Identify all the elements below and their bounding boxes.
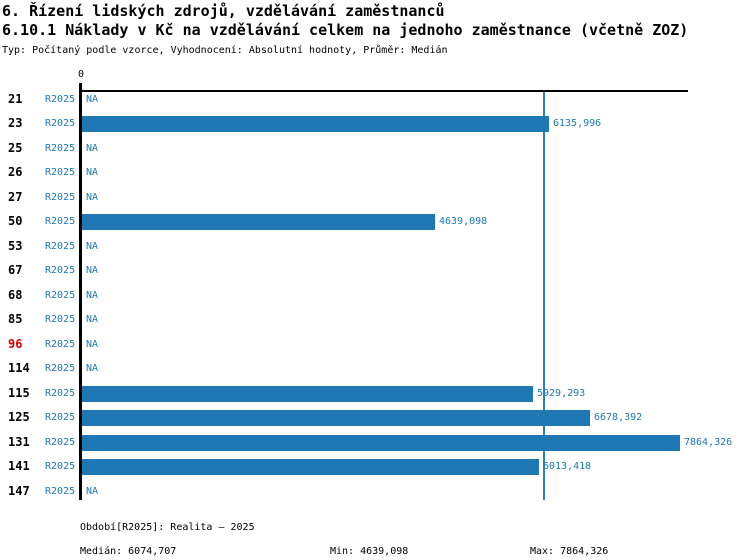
report-section-title: 6. Řízení lidských zdrojů, vzdělávání za…	[2, 2, 445, 20]
na-value-label: NA	[86, 265, 99, 276]
na-value-label: NA	[86, 338, 99, 350]
series-label: R2025	[45, 485, 76, 497]
bar	[82, 410, 590, 426]
y-axis-category-label: 147	[8, 483, 30, 498]
na-value-label: NA	[86, 240, 99, 252]
median-line	[543, 90, 545, 500]
y-axis-category-label: 68	[8, 287, 23, 302]
series-label: R2025	[45, 289, 76, 301]
y-axis-category-label: 21	[8, 91, 23, 106]
y-axis-category-label: 96	[8, 336, 23, 351]
bar-value-label: 7864,326	[684, 436, 733, 448]
series-label: R2025	[45, 265, 76, 276]
y-axis-category-label: 131	[8, 434, 30, 449]
series-label: R2025	[45, 216, 76, 227]
na-value-label: NA	[86, 289, 99, 301]
series-label: R2025	[45, 338, 76, 350]
series-label: R2025	[45, 191, 76, 203]
y-axis-category-label: 67	[8, 263, 23, 277]
na-value-label: NA	[86, 167, 99, 178]
y-axis-category-label: 23	[8, 116, 23, 130]
series-label: R2025	[45, 93, 76, 105]
series-label: R2025	[45, 314, 76, 325]
bar-value-label: 4639,098	[439, 216, 488, 227]
period-info: Období[R2025]: Realita – 2025	[80, 522, 255, 533]
na-value-label: NA	[86, 314, 99, 325]
bar	[82, 434, 680, 451]
bar-value-label: 5929,293	[537, 387, 586, 399]
series-label: R2025	[45, 461, 76, 472]
bar	[82, 459, 539, 475]
y-axis-category-label: 27	[8, 189, 23, 204]
chart-title: 6.10.1 Náklady v Kč na vzdělávání celkem…	[2, 21, 689, 39]
series-label: R2025	[45, 363, 76, 374]
bar-value-label: 6135,996	[553, 118, 602, 129]
y-axis-category-label: 141	[8, 459, 30, 473]
y-axis-category-label: 25	[8, 140, 23, 155]
x-axis-line	[79, 90, 688, 92]
series-label: R2025	[45, 387, 76, 399]
y-axis-category-label: 115	[8, 385, 30, 400]
series-label: R2025	[45, 118, 76, 129]
na-value-label: NA	[86, 93, 99, 105]
y-axis-line	[79, 83, 82, 500]
bar	[82, 116, 549, 132]
na-value-label: NA	[86, 142, 99, 154]
na-value-label: NA	[86, 363, 99, 374]
y-axis-category-label: 53	[8, 238, 23, 253]
series-label: R2025	[45, 167, 76, 178]
chart-subtitle: Typ: Počítaný podle vzorce, Vyhodnocení:…	[2, 45, 448, 56]
na-value-label: NA	[86, 191, 99, 203]
bar-value-label: 6013,418	[543, 461, 592, 472]
y-axis-category-label: 125	[8, 410, 30, 424]
y-axis-category-label: 50	[8, 214, 23, 228]
bar	[82, 214, 435, 230]
median-stat: Medián: 6074,707	[80, 546, 177, 557]
series-label: R2025	[45, 436, 76, 448]
bar-value-label: 6678,392	[594, 412, 643, 423]
x-axis-tick-zero: 0	[77, 69, 85, 80]
series-label: R2025	[45, 240, 76, 252]
series-label: R2025	[45, 142, 76, 154]
y-axis-category-label: 114	[8, 361, 30, 375]
bar	[82, 385, 533, 402]
y-axis-category-label: 85	[8, 312, 23, 326]
max-stat: Max: 7864,326	[530, 546, 609, 557]
y-axis-category-label: 26	[8, 165, 23, 179]
min-stat: Min: 4639,098	[330, 546, 409, 557]
na-value-label: NA	[86, 485, 99, 497]
series-label: R2025	[45, 412, 76, 423]
